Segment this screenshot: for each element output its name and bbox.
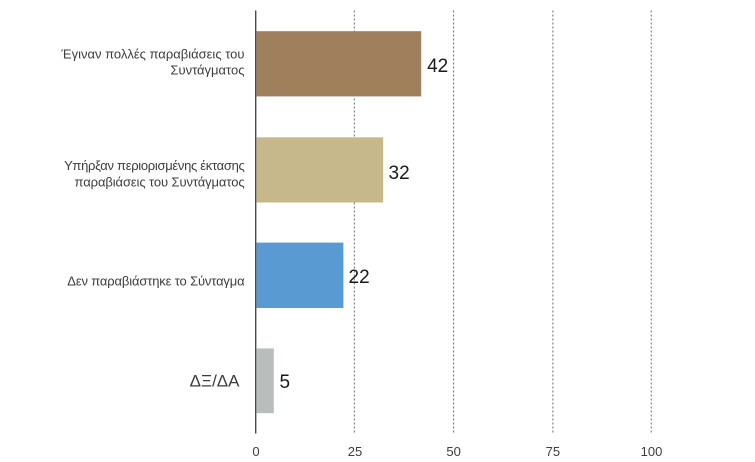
- svg-text:Έγιναν πολλές παραβιάσεις του: Έγιναν πολλές παραβιάσεις του: [60, 47, 244, 62]
- svg-text:0: 0: [252, 444, 259, 459]
- svg-text:22: 22: [349, 267, 370, 288]
- svg-text:Δεν παραβιάστηκε το Σύνταγμα: Δεν παραβιάστηκε το Σύνταγμα: [67, 273, 245, 288]
- svg-text:50: 50: [446, 444, 460, 459]
- svg-text:42: 42: [427, 56, 448, 77]
- svg-text:100: 100: [641, 444, 663, 459]
- svg-text:75: 75: [546, 444, 560, 459]
- svg-text:32: 32: [389, 163, 410, 184]
- svg-text:25: 25: [348, 444, 362, 459]
- svg-text:Υπήρξαν περιορισμένης έκτασης: Υπήρξαν περιορισμένης έκτασης: [64, 158, 244, 173]
- svg-text:Συντάγματος: Συντάγματος: [170, 62, 244, 77]
- svg-text:παραβιάσεις του Συντάγματος: παραβιάσεις του Συντάγματος: [75, 175, 245, 190]
- svg-text:ΔΞ/ΔΑ: ΔΞ/ΔΑ: [190, 371, 240, 390]
- svg-text:5: 5: [280, 372, 291, 393]
